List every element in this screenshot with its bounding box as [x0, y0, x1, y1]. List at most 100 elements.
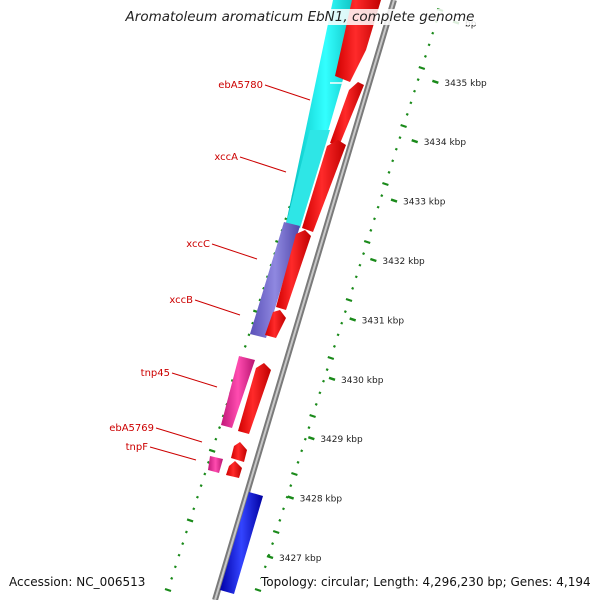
cds-arrow-8 — [226, 461, 242, 478]
cds-arrow-6 — [238, 363, 271, 434]
gc-dot — [199, 484, 203, 488]
gc-dot — [314, 402, 318, 406]
gc-dot — [272, 529, 280, 535]
gc-dot — [343, 310, 347, 314]
ruler-label: 3434 kbp — [424, 138, 467, 148]
blast-hit-blue — [220, 492, 263, 594]
gc-dot — [405, 112, 409, 116]
gene-label-leader — [171, 372, 218, 388]
gc-dot — [416, 78, 420, 82]
gc-dot — [278, 518, 282, 522]
ruler-label: 3428 kbp — [300, 495, 343, 505]
gene-labels: ebA5780 xccA xccC xccB tnp45 ebA5769 tnpF — [109, 80, 311, 461]
gc-dot — [325, 368, 329, 372]
gc-dot — [195, 495, 199, 499]
gc-dot — [351, 286, 355, 290]
gc-dot — [303, 437, 307, 441]
ruler-tick — [287, 495, 295, 500]
gc-dot — [358, 263, 362, 267]
gc-dot — [164, 587, 172, 593]
gc-content-track-right — [254, 7, 444, 593]
gc-dot — [398, 136, 402, 140]
ruler-label: 3429 kbp — [320, 435, 363, 445]
cds-arrow-2 — [330, 82, 364, 146]
gc-dot — [322, 379, 326, 383]
gene-label-leader — [149, 446, 197, 461]
ruler-tick — [431, 79, 439, 84]
gc-dot — [400, 123, 407, 129]
ruler-label: 3433 kbp — [403, 198, 446, 208]
gene-label-leader — [264, 84, 311, 101]
gc-dot — [173, 565, 177, 569]
gc-dot — [214, 437, 218, 441]
ruler-tick — [390, 198, 398, 203]
gene-label-xccC: xccC — [186, 239, 210, 250]
gc-dot — [363, 239, 371, 245]
gc-dot — [296, 460, 300, 464]
blast-hit-purple — [250, 222, 300, 338]
gene-label-leader — [155, 427, 203, 443]
gc-dot — [203, 472, 207, 476]
ruler-label: 3431 kbp — [362, 316, 405, 326]
gene-label-leader — [239, 156, 287, 173]
ruler-tick — [266, 554, 274, 560]
gc-dot — [354, 275, 358, 279]
gc-dot — [431, 31, 435, 35]
gc-dot — [208, 448, 216, 453]
gc-dot — [318, 391, 322, 395]
gc-dot — [186, 518, 194, 523]
ruler-tick — [411, 139, 419, 144]
cds-arrow-5 — [265, 310, 286, 338]
gc-dot — [376, 205, 380, 209]
gc-dot — [382, 181, 389, 187]
gene-label-ebA5780: ebA5780 — [218, 80, 263, 91]
gc-dot — [218, 426, 222, 430]
ruler-tick — [328, 376, 336, 381]
blast-hit-cyan-lower — [285, 130, 330, 228]
gc-dot — [413, 89, 417, 93]
gc-dot — [300, 449, 304, 453]
gc-dot — [271, 542, 275, 546]
gc-dot — [362, 252, 366, 256]
gc-dot — [307, 426, 311, 430]
gene-label-leader — [211, 243, 258, 260]
genome-backbone-highlight — [214, 0, 395, 601]
ruler-label: 3432 kbp — [382, 257, 425, 267]
gc-dot — [418, 65, 426, 71]
cds-arrow-4 — [276, 230, 311, 310]
gc-dot — [332, 344, 336, 348]
gc-dot — [427, 43, 431, 47]
ruler-label: 3427 kbp — [279, 554, 322, 564]
gc-dot — [372, 217, 376, 221]
ruler-label: 3430 kbp — [341, 376, 384, 386]
gc-dot — [391, 159, 395, 163]
gc-dot — [263, 565, 267, 569]
gc-dot — [192, 507, 196, 511]
gc-dot — [291, 471, 298, 477]
accession-label: Accession: NC_006513 — [9, 575, 146, 589]
gene-label-xccA: xccA — [214, 152, 238, 163]
gene-label-leader — [194, 299, 241, 316]
gc-dot — [309, 413, 316, 419]
ruler-tick — [307, 436, 315, 441]
gc-dot — [184, 530, 188, 534]
gc-dot — [177, 553, 181, 557]
gc-dot — [247, 333, 251, 337]
ruler-tick — [349, 317, 357, 322]
gc-dot — [267, 553, 271, 557]
gc-dot — [254, 587, 262, 593]
gc-dot — [181, 542, 185, 546]
ruler: 3427 kbp 3428 kbp 3429 kbp 3430 kbp 3431 kbp… — [266, 19, 487, 564]
ruler-label: 3435 kbp — [444, 79, 487, 89]
gc-dot — [369, 228, 373, 232]
gc-dot — [170, 576, 174, 580]
cds-arrow-7 — [231, 442, 247, 462]
gene-label-tnpF: tnpF — [126, 442, 149, 453]
gc-dot — [327, 355, 335, 361]
gc-dot — [394, 147, 398, 151]
gc-dot — [289, 484, 293, 488]
gc-dot — [409, 101, 413, 105]
gene-label-tnp45: tnp45 — [141, 368, 170, 379]
